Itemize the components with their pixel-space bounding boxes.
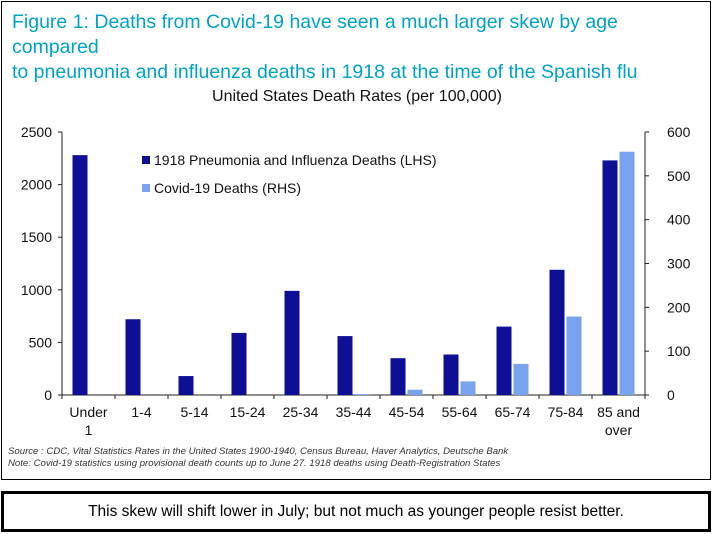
bar-1918 (496, 326, 512, 395)
right-y-tick-label: 0 (667, 387, 675, 403)
source-notes: Source : CDC, Vital Statistics Rates in … (8, 446, 508, 470)
legend-swatch-1918 (142, 156, 150, 164)
bar-1918 (178, 376, 194, 395)
figure-title: Figure 1: Deaths from Covid-19 have seen… (12, 11, 638, 83)
legend-label-1918: 1918 Pneumonia and Influenza Deaths (LHS… (154, 152, 437, 168)
bar-1918 (390, 358, 406, 395)
x-tick-label: 25-34 (283, 404, 319, 420)
right-y-tick-label: 600 (667, 124, 691, 140)
x-tick-label: 65-74 (495, 404, 531, 420)
chart-title: United States Death Rates (per 100,000) (212, 88, 502, 105)
x-tick-label: Under (69, 404, 107, 420)
legend-swatch-covid (142, 184, 150, 192)
right-y-tick-label: 200 (667, 299, 691, 315)
bar-1918 (443, 354, 459, 395)
bar-1918 (231, 332, 247, 395)
bar-covid (513, 363, 529, 395)
bar-1918 (125, 319, 141, 395)
x-tick-label: over (605, 422, 633, 438)
x-tick-label: 55-64 (442, 404, 478, 420)
x-tick-label: 35-44 (336, 404, 372, 420)
bar-covid (566, 316, 582, 395)
bar-1918 (549, 269, 565, 395)
x-tick-label: 1-4 (131, 404, 151, 420)
right-y-tick-label: 300 (667, 256, 691, 272)
bar-covid (354, 394, 370, 395)
bar-1918 (284, 290, 300, 395)
right-y-tick-label: 100 (667, 343, 691, 359)
bar-covid (460, 381, 476, 395)
right-y-tick-label: 400 (667, 212, 691, 228)
note-text: Note: Covid-19 statistics using provisio… (8, 458, 501, 469)
bar-1918 (602, 160, 618, 395)
x-tick-label: 1 (85, 422, 93, 438)
x-tick-label: 45-54 (389, 404, 425, 420)
caption-box: This skew will shift lower in July; but … (1, 491, 711, 532)
bar-covid (619, 151, 635, 395)
left-y-tick-label: 1500 (21, 229, 52, 245)
bar-covid (407, 389, 423, 395)
x-tick-label: 75-84 (548, 404, 584, 420)
x-tick-label: 15-24 (230, 404, 266, 420)
left-y-tick-label: 0 (44, 387, 52, 403)
bar-1918 (72, 155, 88, 395)
source-text: Source : CDC, Vital Statistics Rates in … (8, 446, 509, 457)
left-y-tick-label: 500 (29, 334, 53, 350)
right-y-tick-label: 500 (667, 168, 691, 184)
left-y-tick-label: 2000 (21, 177, 52, 193)
caption-text: This skew will shift lower in July; but … (88, 503, 624, 520)
bar-chart: 0 500 1000 1500 2000 2500 0 100 200 300 400 500 600 U… (21, 124, 691, 438)
left-y-tick-label: 1000 (21, 282, 52, 298)
x-tick-label: 5-14 (180, 404, 208, 420)
left-y-tick-label: 2500 (21, 124, 52, 140)
bar-1918 (337, 336, 353, 395)
x-tick-label: 85 and (597, 404, 640, 420)
figure-frame: Figure 1: Deaths from Covid-19 have seen… (1, 1, 711, 480)
legend-label-covid: Covid-19 Deaths (RHS) (154, 180, 301, 196)
